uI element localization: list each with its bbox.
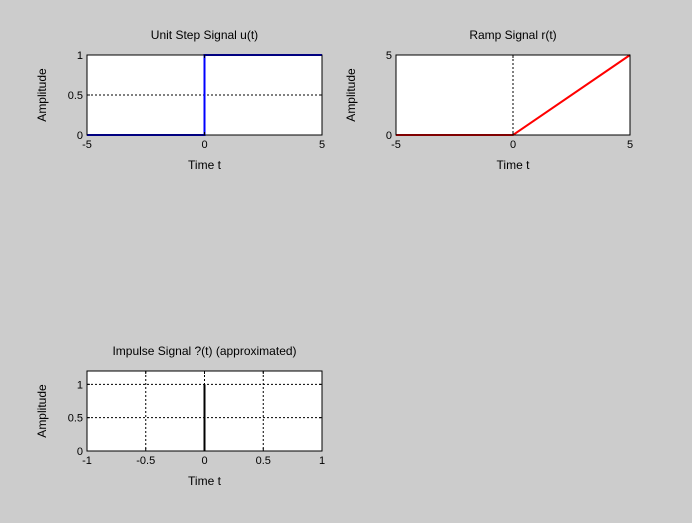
ramp-ylabel: Amplitude — [344, 68, 358, 122]
ramp-y-tick-label: 5 — [386, 50, 392, 62]
impulse-x-tick-label: 1 — [319, 455, 325, 467]
ramp-x-tick-label: -5 — [391, 139, 401, 151]
impulse-x-tick-label: 0 — [201, 455, 207, 467]
impulse-x-tick-label: -0.5 — [136, 455, 155, 467]
impulse-title: Impulse Signal ?(t) (approximated) — [112, 344, 296, 358]
impulse-x-tick-label: -1 — [82, 455, 92, 467]
impulse-y-tick-label: 0.5 — [68, 413, 83, 425]
unit-step-xlabel: Time t — [188, 158, 222, 172]
ramp-y-tick-label: 0 — [386, 130, 392, 142]
unit-step-x-tick-label: 5 — [319, 139, 325, 151]
unit-step-y-tick-label: 0.5 — [68, 90, 83, 102]
unit-step-title: Unit Step Signal u(t) — [151, 28, 258, 42]
impulse-xlabel: Time t — [188, 474, 222, 488]
impulse-y-tick-label: 1 — [77, 379, 83, 391]
ramp-xlabel: Time t — [497, 158, 531, 172]
ramp-title: Ramp Signal r(t) — [469, 28, 556, 42]
impulse-axes: -1 -0.5 0 0.5 1 0 0.5 1 Impulse Signal ?(t) (app… — [35, 344, 325, 488]
unit-step-x-tick-label: 0 — [201, 139, 207, 151]
unit-step-y-tick-label: 1 — [77, 50, 83, 62]
impulse-x-tick-label: 0.5 — [256, 455, 271, 467]
ramp-x-tick-label: 0 — [510, 139, 516, 151]
unit-step-ylabel: Amplitude — [35, 68, 49, 122]
impulse-y-tick-label: 0 — [77, 446, 83, 458]
impulse-ylabel: Amplitude — [35, 384, 49, 438]
unit-step-x-tick-label: -5 — [82, 139, 92, 151]
ramp-x-tick-label: 5 — [627, 139, 633, 151]
unit-step-y-tick-label: 0 — [77, 130, 83, 142]
